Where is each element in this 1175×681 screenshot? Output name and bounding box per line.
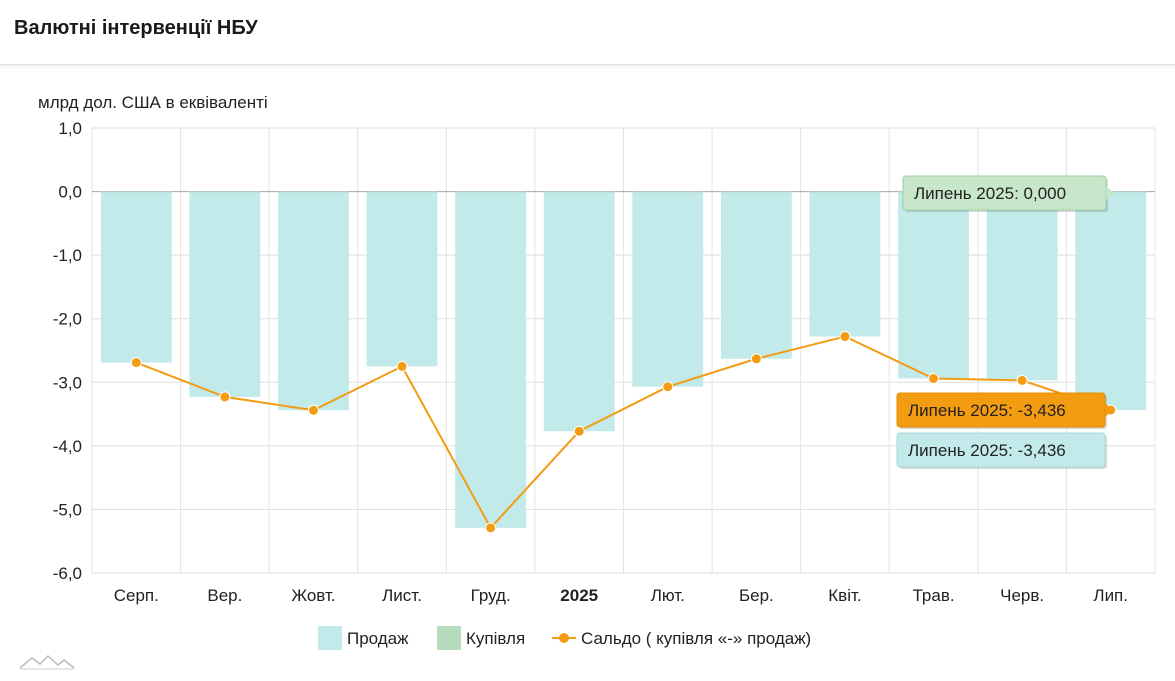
y-tick-label: -5,0 — [53, 500, 82, 519]
tooltip: Липень 2025: -3,436 — [896, 432, 1107, 469]
balance-line-path — [135, 335, 1112, 530]
tooltips: Липень 2025: 0,000 Липень 2025: -3,436 Лип… — [896, 175, 1114, 469]
y-axis-label: млрд дол. США в еквіваленті — [38, 93, 268, 112]
legend-swatch — [318, 626, 342, 650]
bar-purchase[interactable] — [189, 191, 261, 193]
tooltip: Липень 2025: 0,000 — [902, 175, 1114, 212]
balance-point[interactable] — [219, 391, 231, 403]
x-tick-label: 2025 — [560, 586, 598, 605]
tooltip-text: Липень 2025: -3,436 — [908, 441, 1066, 460]
bar-purchase[interactable] — [632, 191, 704, 193]
y-tick-label: -4,0 — [53, 437, 82, 456]
grid — [91, 127, 1156, 574]
bar-purchase[interactable] — [100, 191, 172, 193]
bar-sale[interactable] — [1075, 191, 1147, 411]
tooltip-arrow — [1106, 186, 1114, 200]
legend-label: Сальдо ( купівля «-» продаж) — [581, 629, 811, 648]
bar-purchase[interactable] — [366, 191, 438, 193]
legend-item-balance[interactable]: Сальдо ( купівля «-» продаж) — [552, 629, 811, 648]
balance-point[interactable] — [750, 353, 762, 365]
tooltip: Липень 2025: -3,436 — [896, 392, 1113, 429]
x-tick-label: Квіт. — [828, 586, 861, 605]
x-tick-label: Серп. — [114, 586, 159, 605]
x-tick-label: Бер. — [739, 586, 774, 605]
x-tick-label: Лист. — [382, 586, 422, 605]
balance-point[interactable] — [839, 331, 851, 343]
balance-point[interactable] — [928, 372, 940, 384]
legend-swatch — [437, 626, 461, 650]
bar-sale[interactable] — [366, 191, 438, 367]
y-tick-label: -3,0 — [53, 373, 82, 392]
bar-purchase[interactable] — [543, 191, 615, 193]
legend-label: Купівля — [466, 629, 525, 648]
y-tick-label: -6,0 — [53, 564, 82, 583]
y-tick-label: -1,0 — [53, 246, 82, 265]
bar-purchase[interactable] — [455, 191, 527, 193]
bar-sale[interactable] — [278, 191, 349, 411]
bar-sale[interactable] — [898, 191, 969, 379]
x-tick-label: Трав. — [912, 586, 954, 605]
legend-marker — [559, 633, 569, 643]
x-tick-label: Лип. — [1093, 586, 1128, 605]
page-header: Валютні інтервенції НБУ — [0, 0, 1175, 65]
bar-sale[interactable] — [100, 191, 172, 363]
chart-logo-icon — [19, 654, 75, 670]
bar-purchase[interactable] — [278, 191, 349, 193]
bar-sale[interactable] — [986, 191, 1058, 381]
x-tick-label: Жовт. — [291, 586, 335, 605]
bar-sale[interactable] — [720, 191, 792, 359]
balance-point[interactable] — [1016, 374, 1028, 386]
bar-sale[interactable] — [189, 191, 261, 397]
tooltip-text: Липень 2025: 0,000 — [914, 184, 1066, 203]
tooltip-text: Липень 2025: -3,436 — [908, 401, 1066, 420]
balance-point[interactable] — [485, 522, 497, 534]
balance-line — [130, 331, 1117, 534]
legend: Продаж Купівля Сальдо ( купівля «-» продаж… — [318, 626, 811, 650]
x-tick-label: Груд. — [471, 586, 511, 605]
bar-sale[interactable] — [455, 191, 527, 528]
y-tick-label: 0,0 — [58, 183, 82, 202]
bar-sale[interactable] — [809, 191, 881, 337]
x-tick-label: Вер. — [207, 586, 242, 605]
legend-label: Продаж — [347, 629, 409, 648]
tooltip-box — [896, 432, 1106, 468]
tooltip-arrow — [1105, 403, 1113, 417]
balance-point[interactable] — [573, 425, 585, 437]
y-axis-ticks: 1,0 0,0 -1,0 -2,0 -3,0 -4,0 -5,0 -6,0 — [53, 119, 82, 583]
x-tick-label: Черв. — [1000, 586, 1044, 605]
balance-point[interactable] — [307, 404, 319, 416]
legend-item-sale[interactable]: Продаж — [318, 626, 409, 650]
legend-item-purchase[interactable]: Купівля — [437, 626, 525, 650]
y-tick-label: 1,0 — [58, 119, 82, 138]
balance-point[interactable] — [662, 381, 674, 393]
x-tick-label: Лют. — [651, 586, 685, 605]
x-axis-ticks: Серп. Вер. Жовт. Лист. Груд. 2025 Лют. Бер. Квіт… — [114, 586, 1128, 605]
balance-point[interactable] — [130, 357, 142, 369]
bar-sale[interactable] — [543, 191, 615, 432]
bars — [100, 191, 1147, 528]
page-title: Валютні інтервенції НБУ — [14, 17, 258, 39]
bar-purchase[interactable] — [809, 191, 881, 193]
bar-purchase[interactable] — [720, 191, 792, 193]
balance-point[interactable] — [396, 360, 408, 372]
bar-sale[interactable] — [632, 191, 704, 387]
y-tick-label: -2,0 — [53, 310, 82, 329]
